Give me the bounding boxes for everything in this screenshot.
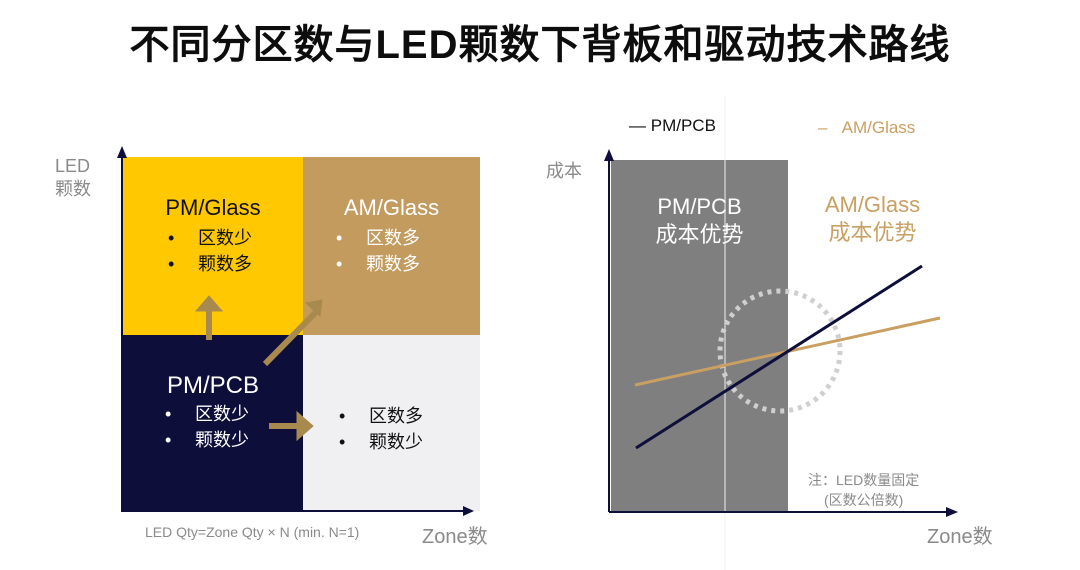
bullet-item: 颗数多 — [168, 251, 252, 277]
bullet-item: 颗数少 — [339, 429, 423, 455]
region-label-line: PM/PCB — [657, 194, 742, 219]
y-axis-arrowhead-icon — [117, 146, 127, 158]
note-line: 注：LED数量固定 — [808, 472, 920, 488]
quadrant-pm-glass: PM/Glass 区数少 颗数多 — [123, 157, 303, 335]
note-line: (区数公倍数) — [823, 492, 904, 508]
quadrant-title: PM/Glass — [165, 195, 261, 220]
x-axis-arrowhead-icon — [946, 507, 958, 517]
y-axis-label: 成本 — [546, 161, 582, 181]
bullet-item: 颗数少 — [165, 427, 249, 453]
arrow-diagonal-icon — [262, 307, 321, 367]
x-axis-label: Zone数 — [927, 526, 993, 548]
y-axis-label: LED 颗数 — [55, 155, 91, 201]
legend-label: PM/PCB — [650, 116, 716, 135]
y-axis-label-line: LED — [55, 156, 91, 176]
region-label-line: 成本优势 — [655, 222, 744, 247]
region-label-line: AM/Glass — [824, 192, 921, 217]
legend-line-icon: – — [818, 118, 842, 137]
arrow-right-head-icon — [296, 410, 314, 442]
legend-line-icon: — — [629, 116, 651, 135]
legend-label: AM/Glass — [841, 118, 916, 137]
quadrant-am-glass: AM/Glass 区数多 颗数多 — [303, 157, 480, 335]
am-glass-advantage-label: AM/Glass 成本优势 — [800, 191, 945, 247]
arrow-diagonal-head-icon — [304, 299, 323, 318]
bullet-item: 区数多 — [336, 225, 420, 251]
bullet-item: 区数少 — [168, 225, 252, 251]
pm-pcb-advantage-label: PM/PCB 成本优势 — [611, 193, 788, 249]
bullet-item: 区数多 — [339, 403, 423, 429]
intersection-highlight-circle — [717, 288, 843, 414]
quadrant-title: AM/Glass — [343, 195, 440, 220]
note: 注：LED数量固定 (区数公倍数) — [808, 470, 919, 510]
pm-pcb-advantage-region — [611, 160, 788, 512]
page-title: 不同分区数与LED颗数下背板和驱动技术路线 — [129, 23, 951, 67]
quadrant-title: PM/PCB — [166, 372, 259, 399]
pm-pcb-cost-line — [635, 264, 923, 450]
y-axis-label-line: 颗数 — [55, 179, 91, 199]
bullet-item: 颗数多 — [336, 251, 420, 277]
arrow-up-head-icon — [194, 295, 224, 312]
y-axis-arrowhead-icon — [604, 149, 614, 161]
bullet-item: 区数少 — [165, 401, 249, 427]
formula-note: LED Qty=Zone Qty × N (min. N=1) — [145, 524, 360, 540]
x-axis-label: Zone数 — [422, 526, 488, 548]
legend-pm-pcb: — PM/PCB — [629, 116, 716, 136]
x-axis-arrowhead-icon — [463, 506, 474, 516]
quadrant-bottom-right: 区数多 颗数少 — [303, 335, 480, 511]
region-label-line: 成本优势 — [828, 220, 917, 245]
legend-am-glass: – AM/Glass — [818, 118, 915, 138]
